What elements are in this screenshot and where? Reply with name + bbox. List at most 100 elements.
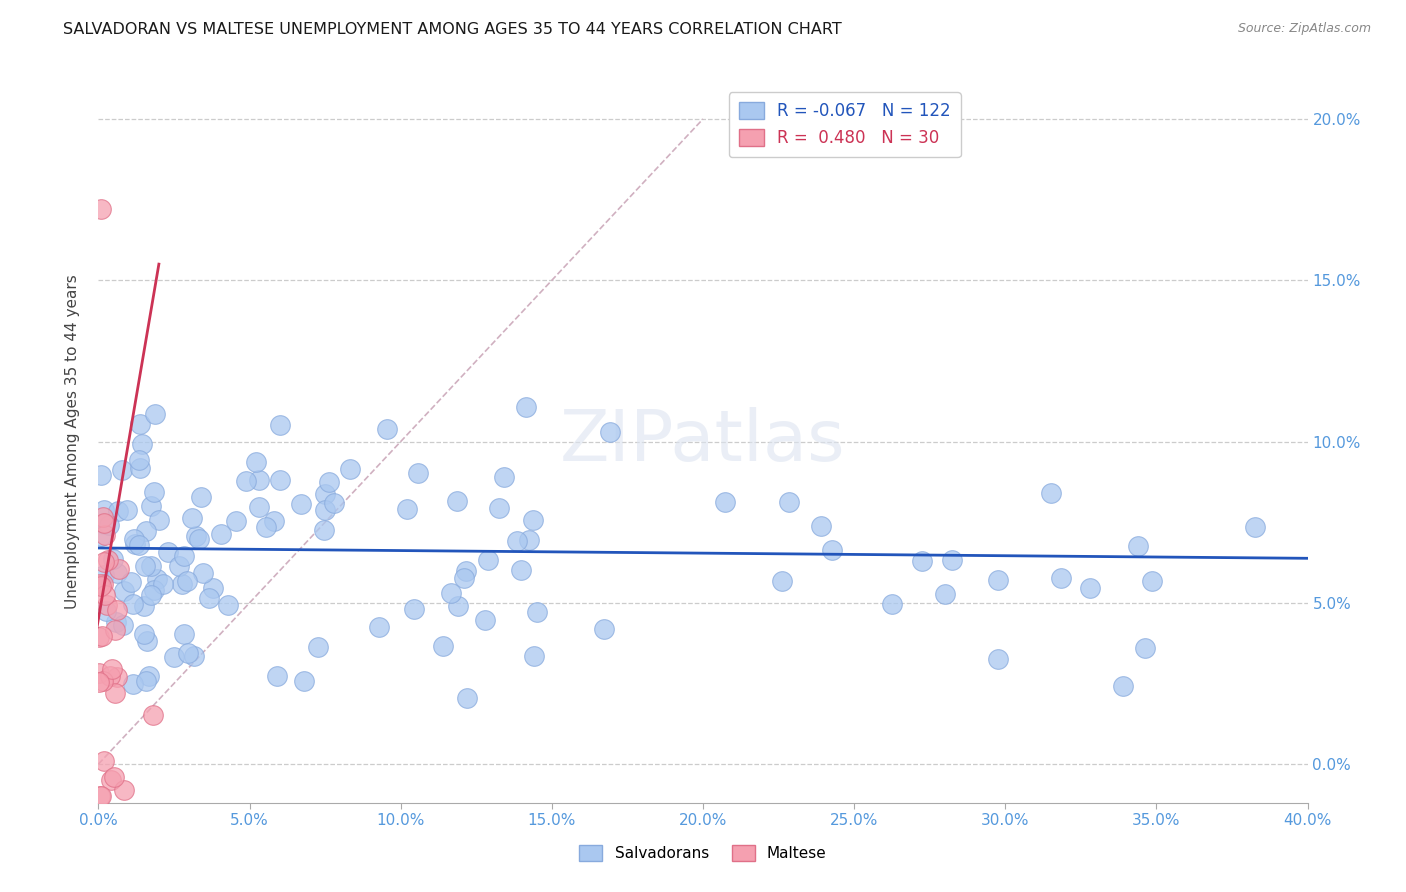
Point: [941, 553, 963, 567]
Point: [121, 677, 143, 691]
Point: [447, 599, 470, 613]
Point: [217, 598, 239, 612]
Point: [90, 789, 112, 804]
Point: [120, 574, 142, 589]
Text: ZIPatlas: ZIPatlas: [560, 407, 846, 476]
Point: [115, 503, 138, 517]
Point: [269, 417, 291, 432]
Point: [593, 623, 616, 637]
Point: [987, 652, 1010, 666]
Point: [187, 532, 209, 546]
Point: [93, 568, 115, 582]
Point: [290, 497, 312, 511]
Point: [100, 773, 122, 788]
Point: [93, 754, 115, 768]
Point: [454, 564, 477, 578]
Point: [211, 527, 233, 541]
Point: [176, 574, 198, 588]
Point: [180, 510, 202, 524]
Point: [440, 586, 463, 600]
Point: [488, 501, 510, 516]
Point: [987, 573, 1010, 587]
Point: [136, 633, 159, 648]
Point: [104, 615, 127, 629]
Point: [128, 461, 150, 475]
Point: [456, 691, 478, 706]
Point: [103, 551, 125, 566]
Point: [225, 514, 247, 528]
Point: [128, 453, 150, 467]
Y-axis label: Unemployment Among Ages 35 to 44 years: Unemployment Among Ages 35 to 44 years: [65, 274, 80, 609]
Point: [104, 623, 127, 637]
Point: [135, 524, 157, 538]
Point: [94, 527, 117, 541]
Point: [170, 576, 193, 591]
Point: [143, 582, 166, 597]
Point: [254, 520, 277, 534]
Point: [713, 495, 735, 509]
Point: [132, 627, 155, 641]
Point: [124, 537, 146, 551]
Point: [446, 493, 468, 508]
Text: SALVADORAN VS MALTESE UNEMPLOYMENT AMONG AGES 35 TO 44 YEARS CORRELATION CHART: SALVADORAN VS MALTESE UNEMPLOYMENT AMONG…: [63, 22, 842, 37]
Point: [292, 673, 315, 688]
Point: [880, 597, 903, 611]
Text: Source: ZipAtlas.com: Source: ZipAtlas.com: [1237, 22, 1371, 36]
Point: [1080, 582, 1102, 596]
Point: [314, 503, 336, 517]
Point: [101, 662, 124, 676]
Point: [98, 517, 121, 532]
Point: [911, 554, 934, 568]
Point: [89, 675, 111, 690]
Point: [90, 202, 112, 217]
Point: [89, 630, 111, 644]
Point: [368, 620, 391, 634]
Point: [198, 591, 221, 605]
Point: [104, 686, 127, 700]
Point: [148, 513, 170, 527]
Point: [247, 500, 270, 514]
Point: [190, 491, 212, 505]
Point: [506, 534, 529, 549]
Point: [111, 618, 134, 632]
Point: [152, 576, 174, 591]
Point: [90, 528, 112, 542]
Point: [522, 513, 544, 527]
Point: [245, 454, 267, 468]
Point: [105, 566, 128, 580]
Point: [778, 495, 800, 509]
Point: [134, 558, 156, 573]
Point: [184, 529, 207, 543]
Point: [122, 533, 145, 547]
Point: [1112, 679, 1135, 693]
Point: [143, 485, 166, 500]
Point: [129, 417, 152, 431]
Point: [163, 649, 186, 664]
Point: [1050, 570, 1073, 584]
Point: [146, 572, 169, 586]
Point: [173, 549, 195, 563]
Point: [318, 475, 340, 489]
Point: [432, 639, 454, 653]
Point: [96, 598, 118, 612]
Point: [94, 588, 117, 602]
Point: [90, 579, 112, 593]
Point: [128, 538, 150, 552]
Point: [169, 558, 191, 573]
Point: [307, 640, 329, 654]
Point: [131, 437, 153, 451]
Point: [266, 669, 288, 683]
Point: [247, 473, 270, 487]
Point: [112, 783, 135, 797]
Point: [934, 587, 956, 601]
Point: [89, 576, 111, 591]
Point: [474, 613, 496, 627]
Point: [517, 533, 540, 548]
Point: [91, 510, 114, 524]
Point: [90, 468, 112, 483]
Point: [107, 562, 129, 576]
Point: [201, 581, 224, 595]
Point: [105, 670, 128, 684]
Point: [103, 771, 125, 785]
Point: [139, 559, 162, 574]
